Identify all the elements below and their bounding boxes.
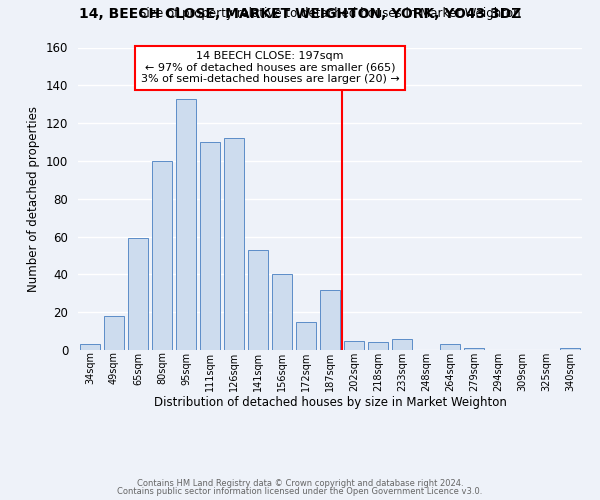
Bar	[176, 98, 196, 350]
Bar	[392, 338, 412, 350]
Bar	[464, 348, 484, 350]
Text: Contains HM Land Registry data © Crown copyright and database right 2024.: Contains HM Land Registry data © Crown c…	[137, 478, 463, 488]
Bar	[80, 344, 100, 350]
Text: 14, BEECH CLOSE, MARKET WEIGHTON, YORK, YO43 3DZ: 14, BEECH CLOSE, MARKET WEIGHTON, YORK, …	[79, 8, 521, 22]
Bar	[344, 340, 364, 350]
Y-axis label: Number of detached properties: Number of detached properties	[28, 106, 40, 292]
Text: Contains public sector information licensed under the Open Government Licence v3: Contains public sector information licen…	[118, 487, 482, 496]
Bar	[152, 161, 172, 350]
Bar	[224, 138, 244, 350]
X-axis label: Distribution of detached houses by size in Market Weighton: Distribution of detached houses by size …	[154, 396, 506, 409]
Bar	[200, 142, 220, 350]
Bar	[128, 238, 148, 350]
Title: Size of property relative to detached houses in Market Weighton: Size of property relative to detached ho…	[139, 7, 521, 20]
Bar	[248, 250, 268, 350]
Bar	[320, 290, 340, 350]
Bar	[440, 344, 460, 350]
Text: 14 BEECH CLOSE: 197sqm
← 97% of detached houses are smaller (665)
3% of semi-det: 14 BEECH CLOSE: 197sqm ← 97% of detached…	[140, 52, 400, 84]
Bar	[272, 274, 292, 350]
Bar	[368, 342, 388, 350]
Bar	[296, 322, 316, 350]
Bar	[560, 348, 580, 350]
Bar	[104, 316, 124, 350]
